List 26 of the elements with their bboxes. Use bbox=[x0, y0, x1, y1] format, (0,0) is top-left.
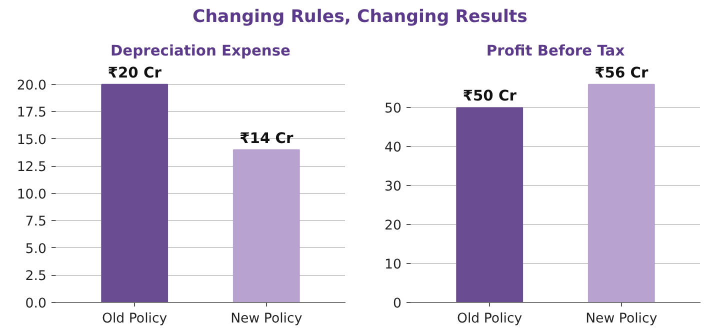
y-tick-label: 7.5 bbox=[25, 214, 47, 230]
data-label: ₹50 Cr bbox=[462, 88, 518, 105]
y-tick-label: 15.0 bbox=[16, 132, 47, 148]
y-tick-label: 0.0 bbox=[25, 296, 47, 312]
x-tick-label: Old Policy bbox=[456, 312, 522, 326]
x-tick-label: New Policy bbox=[230, 312, 302, 326]
y-tick-label: 10 bbox=[384, 258, 402, 273]
y-tick-label: 17.5 bbox=[16, 106, 47, 121]
text: Changing Rules, Changing Results bbox=[192, 6, 528, 29]
data-label: ₹14 Cr bbox=[240, 130, 294, 147]
y-tick-label: 30 bbox=[384, 180, 402, 195]
chart-title: Profit Before Tax bbox=[486, 42, 626, 60]
y-tick-label: 12.5 bbox=[16, 160, 47, 176]
data-label: ₹20 Cr bbox=[108, 64, 162, 82]
y-tick-label: 20 bbox=[384, 218, 402, 234]
x-tick-label: Old Policy bbox=[102, 312, 168, 326]
y-tick-label: 5.0 bbox=[25, 242, 47, 257]
x-tick-label: New Policy bbox=[586, 312, 658, 326]
y-tick-label: 20.0 bbox=[16, 78, 47, 94]
chart-title: Depreciation Expense bbox=[110, 42, 291, 60]
data-label: ₹56 Cr bbox=[594, 64, 650, 82]
y-tick-label: 40 bbox=[384, 140, 402, 156]
y-tick-label: 2.5 bbox=[25, 269, 47, 284]
y-tick-label: 50 bbox=[384, 102, 402, 117]
y-tick-label: 0 bbox=[393, 296, 402, 312]
y-tick-label: 10.0 bbox=[16, 187, 47, 202]
